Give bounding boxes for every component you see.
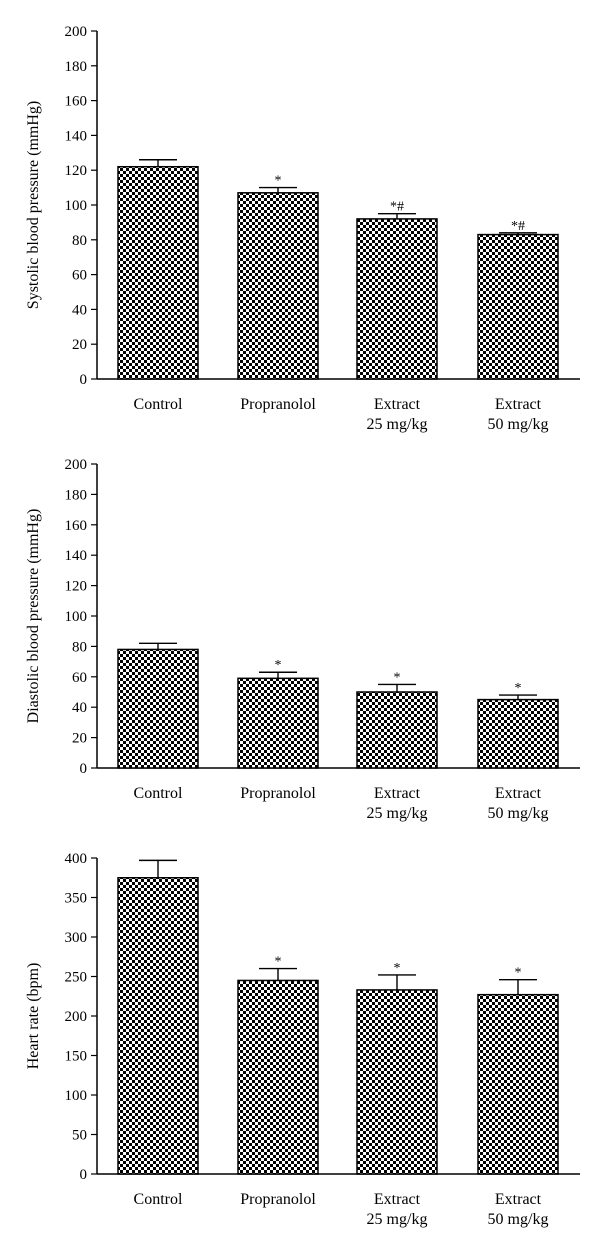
category-label: 50 mg/kg	[488, 805, 549, 822]
y-tick-label: 400	[65, 851, 88, 867]
category-label: Extract	[495, 396, 542, 413]
y-tick-label: 0	[80, 372, 88, 388]
category-label: 25 mg/kg	[367, 416, 428, 433]
category-label: 50 mg/kg	[488, 416, 549, 433]
y-tick-label: 140	[65, 128, 88, 144]
category-label: 25 mg/kg	[367, 805, 428, 822]
bar	[477, 233, 559, 380]
significance-marker: *	[515, 966, 522, 981]
significance-marker: *#	[511, 219, 525, 234]
category-label: Control	[134, 785, 183, 802]
y-tick-label: 350	[65, 891, 88, 907]
y-tick-label: 50	[72, 1128, 87, 1144]
category-label: Control	[134, 396, 183, 413]
y-tick-label: 60	[72, 670, 87, 686]
bar	[117, 877, 199, 1175]
significance-marker: *	[275, 174, 282, 189]
significance-marker: *	[515, 681, 522, 696]
y-tick-label: 180	[65, 487, 88, 503]
y-tick-label: 250	[65, 970, 88, 986]
category-label: Control	[134, 1191, 183, 1208]
y-axis-title: Systolic blood pressure (mmHg)	[25, 101, 42, 309]
y-tick-label: 20	[72, 337, 87, 353]
bar	[237, 677, 319, 769]
bar	[477, 993, 559, 1175]
significance-marker: *#	[390, 200, 404, 215]
y-tick-label: 140	[65, 548, 88, 564]
significance-marker: *	[275, 955, 282, 970]
y-tick-label: 120	[65, 163, 88, 179]
bar	[237, 979, 319, 1175]
y-tick-label: 80	[72, 639, 87, 655]
bar	[356, 989, 438, 1175]
y-tick-label: 100	[65, 609, 88, 625]
bar	[117, 648, 199, 769]
bar	[356, 691, 438, 769]
category-label: Propranolol	[240, 785, 316, 802]
y-tick-label: 80	[72, 233, 87, 249]
significance-marker: *	[394, 961, 401, 976]
category-label: Extract	[495, 1191, 542, 1208]
y-tick-label: 100	[65, 1088, 88, 1104]
y-tick-label: 40	[72, 700, 87, 716]
y-tick-label: 120	[65, 579, 88, 595]
y-tick-label: 160	[65, 94, 88, 110]
significance-marker: *	[394, 670, 401, 685]
bar	[356, 218, 438, 380]
diastolic-chart: 0 20 40 60 80 100 120 140 160 180 200 Diastolic blo…	[25, 457, 580, 822]
bar	[237, 192, 319, 380]
y-tick-label: 100	[65, 198, 88, 214]
y-tick-label: 60	[72, 268, 87, 284]
y-tick-label: 0	[80, 761, 88, 777]
category-label: Extract	[374, 785, 421, 802]
y-tick-label: 40	[72, 302, 87, 318]
systolic-chart: 0 20 40 60 80 100 120 140 160 180 200 Systolic bloo…	[25, 24, 580, 433]
y-tick-label: 0	[80, 1167, 88, 1183]
bar	[477, 698, 559, 769]
category-label: Extract	[495, 785, 542, 802]
y-tick-label: 200	[65, 24, 88, 40]
category-label: Propranolol	[240, 396, 316, 413]
category-label: Extract	[374, 396, 421, 413]
category-label: Extract	[374, 1191, 421, 1208]
category-label: 50 mg/kg	[488, 1211, 549, 1228]
y-tick-label: 200	[65, 1009, 88, 1025]
category-label: Propranolol	[240, 1191, 316, 1208]
category-label: 25 mg/kg	[367, 1211, 428, 1228]
y-axis-title: Heart rate (bpm)	[25, 963, 42, 1070]
y-tick-label: 160	[65, 518, 88, 534]
significance-marker: *	[275, 658, 282, 673]
y-tick-label: 150	[65, 1049, 88, 1065]
y-tick-label: 200	[65, 457, 88, 473]
bar	[117, 165, 199, 380]
heart-rate-chart: 0 50 100 150 200 250 300 350 400 Heart rate (bpm)…	[25, 851, 580, 1228]
y-tick-label: 300	[65, 930, 88, 946]
y-axis-title: Diastolic blood pressure (mmHg)	[25, 509, 42, 724]
y-tick-label: 20	[72, 731, 87, 747]
y-tick-label: 180	[65, 59, 88, 75]
